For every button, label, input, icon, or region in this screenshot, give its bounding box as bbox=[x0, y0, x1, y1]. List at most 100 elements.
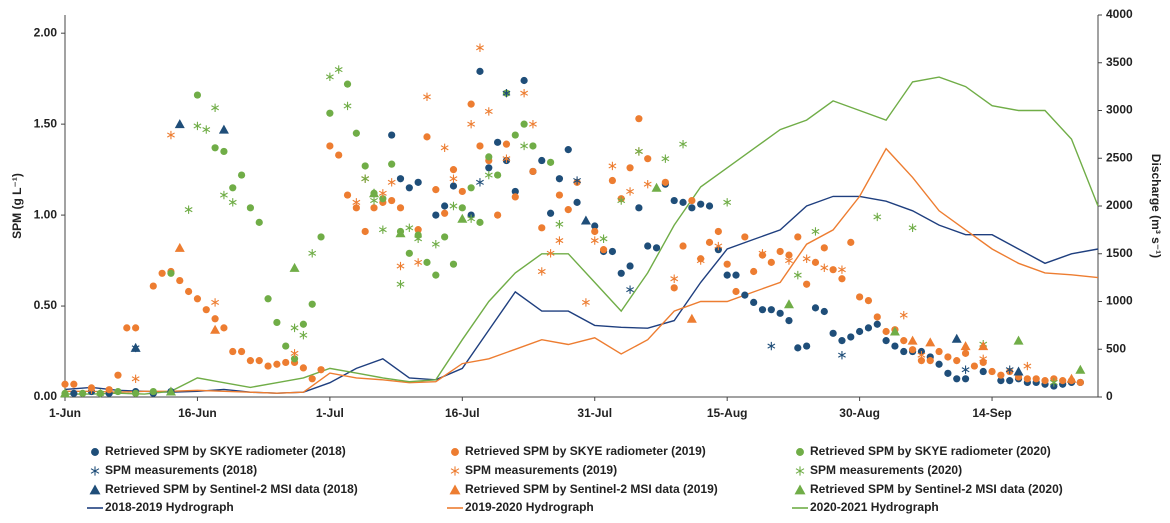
point bbox=[785, 251, 793, 259]
point bbox=[96, 389, 105, 398]
point bbox=[317, 233, 325, 241]
point-series bbox=[70, 67, 1084, 397]
point bbox=[1023, 375, 1031, 383]
point bbox=[856, 293, 864, 301]
point bbox=[882, 337, 890, 345]
point bbox=[176, 276, 184, 285]
point bbox=[273, 360, 281, 368]
point bbox=[776, 309, 784, 317]
point bbox=[714, 227, 722, 236]
point bbox=[290, 349, 299, 358]
point bbox=[369, 188, 380, 198]
point-series bbox=[60, 182, 1086, 398]
point bbox=[529, 167, 537, 176]
point bbox=[361, 174, 370, 183]
point bbox=[555, 175, 564, 183]
point bbox=[617, 196, 626, 205]
point bbox=[1013, 335, 1024, 345]
point bbox=[953, 357, 961, 365]
point bbox=[1076, 378, 1084, 387]
point bbox=[467, 119, 476, 129]
point bbox=[847, 333, 855, 341]
y-tick-label: 1.50 bbox=[34, 116, 58, 130]
point bbox=[132, 324, 140, 332]
point bbox=[484, 170, 493, 180]
point bbox=[502, 89, 511, 98]
point bbox=[423, 133, 431, 141]
point bbox=[635, 204, 643, 212]
point bbox=[617, 269, 625, 277]
legend-label: 2020-2021 Hydrograph bbox=[810, 500, 939, 514]
point bbox=[449, 201, 458, 211]
point bbox=[317, 366, 325, 374]
point bbox=[432, 211, 440, 219]
legend-item: Retrieved SPM by SKYE radiometer (2018) bbox=[91, 444, 346, 458]
point bbox=[237, 347, 246, 356]
point bbox=[60, 388, 70, 398]
point bbox=[370, 196, 378, 205]
point bbox=[546, 249, 555, 258]
point bbox=[960, 341, 971, 351]
point bbox=[423, 92, 431, 102]
point bbox=[802, 254, 811, 263]
point bbox=[723, 260, 731, 268]
legend-swatch bbox=[89, 484, 101, 495]
point bbox=[555, 191, 564, 199]
legend-label: 2018-2019 Hydrograph bbox=[105, 500, 234, 514]
point bbox=[61, 380, 69, 388]
point bbox=[219, 190, 228, 200]
point bbox=[273, 318, 281, 327]
point bbox=[794, 344, 802, 352]
point bbox=[449, 182, 458, 190]
legend-label: SPM measurements (2019) bbox=[465, 463, 617, 477]
point bbox=[679, 139, 687, 149]
point bbox=[79, 389, 87, 397]
hydrograph-line bbox=[64, 195, 1099, 394]
y2-tick-label: 0 bbox=[1106, 389, 1113, 403]
point bbox=[290, 323, 299, 333]
point bbox=[485, 153, 493, 161]
point bbox=[440, 143, 449, 152]
point bbox=[580, 215, 591, 225]
point bbox=[608, 161, 617, 171]
point bbox=[1013, 366, 1024, 376]
point bbox=[1023, 361, 1032, 371]
point bbox=[732, 271, 740, 279]
point bbox=[158, 269, 166, 277]
point bbox=[229, 347, 237, 356]
point bbox=[308, 300, 316, 308]
point bbox=[820, 244, 828, 252]
point bbox=[944, 369, 952, 377]
point bbox=[441, 202, 449, 210]
point bbox=[1041, 377, 1049, 385]
point bbox=[130, 342, 141, 352]
point-series bbox=[130, 119, 1024, 376]
point bbox=[643, 179, 652, 189]
y2-axis-label: Discharge (m³ s⁻¹) bbox=[1149, 154, 1163, 258]
point bbox=[997, 377, 1005, 385]
point bbox=[352, 204, 360, 212]
x-tick-label: 1-Jun bbox=[49, 406, 81, 420]
point bbox=[467, 100, 475, 108]
point bbox=[882, 327, 890, 336]
y-tick-label: 0.00 bbox=[34, 389, 58, 403]
legend-swatch bbox=[450, 466, 460, 476]
point bbox=[847, 238, 855, 246]
hydrograph-line bbox=[65, 147, 1099, 394]
point bbox=[555, 219, 564, 229]
point bbox=[237, 171, 246, 179]
point bbox=[908, 223, 917, 233]
point bbox=[644, 155, 652, 163]
point bbox=[714, 241, 723, 251]
point bbox=[1049, 378, 1058, 387]
point bbox=[502, 154, 511, 163]
point bbox=[783, 299, 794, 309]
point bbox=[255, 357, 263, 365]
point bbox=[951, 333, 962, 343]
point bbox=[1005, 365, 1014, 374]
point bbox=[185, 287, 193, 296]
point bbox=[449, 260, 458, 268]
y2-tick-label: 3500 bbox=[1106, 55, 1133, 69]
point bbox=[873, 212, 882, 222]
legend-label: Retrieved SPM by SKYE radiometer (2019) bbox=[465, 444, 706, 458]
